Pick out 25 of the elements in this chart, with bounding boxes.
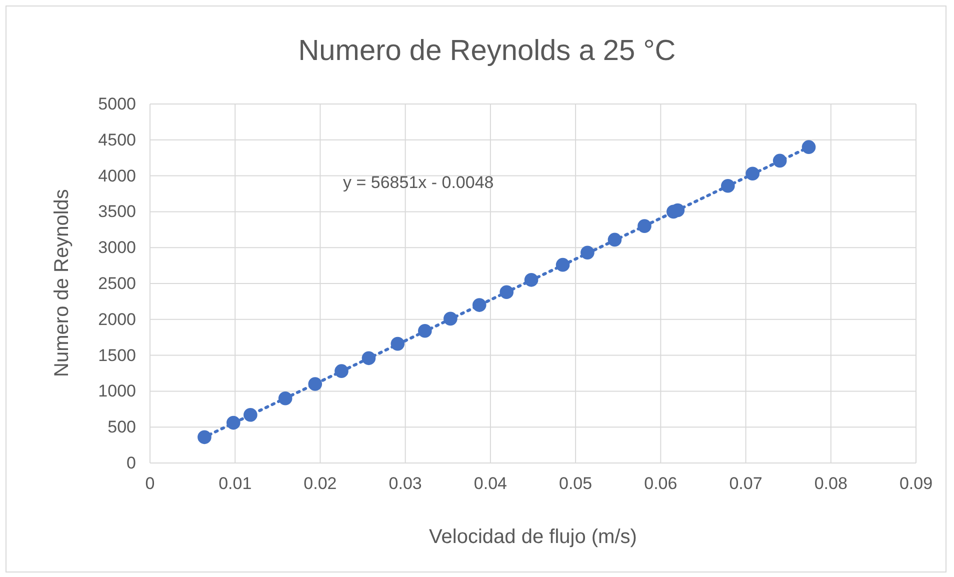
x-tick-label: 0.03	[388, 474, 422, 494]
x-tick-label: 0.07	[729, 474, 762, 494]
x-tick-label: 0.05	[559, 474, 592, 494]
x-tick-label: 0.02	[304, 474, 337, 494]
y-tick-label: 500	[108, 418, 136, 437]
y-tick-label: 3000	[98, 238, 136, 258]
chart-title: Numero de Reynolds a 25 °C	[298, 35, 676, 67]
y-tick-label: 4000	[98, 166, 136, 186]
y-tick-label: 1500	[98, 346, 136, 365]
y-axis-title: Numero de Reynolds	[51, 189, 73, 377]
y-tick-label: 1000	[98, 382, 136, 401]
y-tick-label: 0	[126, 453, 136, 472]
annotation: y = 56851x - 0.0048	[343, 173, 494, 192]
x-tick-label: 0.04	[474, 474, 507, 494]
x-tick-label: 0.06	[644, 474, 678, 494]
x-axis-title: Velocidad de flujo (m/s)	[429, 526, 637, 548]
y-tick-label: 4500	[98, 130, 136, 150]
y-tick-label: 2500	[98, 274, 136, 293]
x-tick-label: 0.01	[218, 474, 252, 494]
y-tick-label: 3500	[98, 202, 136, 222]
x-tick-label: 0.09	[899, 474, 933, 494]
x-tick-label: 0.08	[814, 474, 848, 494]
y-tick-label: 5000	[98, 94, 136, 114]
y-tick-label: 2000	[98, 310, 136, 329]
x-tick-label: 0	[145, 474, 155, 494]
